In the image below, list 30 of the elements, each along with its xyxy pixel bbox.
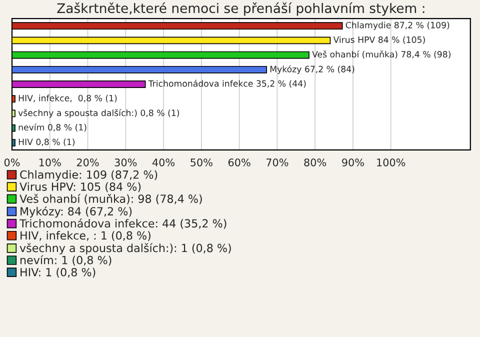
legend-label: Veš ohanbí (muňka): 98 (78,4 %) xyxy=(20,194,202,204)
x-tick-label: 0% xyxy=(4,158,20,166)
x-tick-label: 80% xyxy=(304,158,326,166)
legend-label: Mykózy: 84 (67,2 %) xyxy=(20,206,132,218)
x-tick-label: 100% xyxy=(377,158,406,166)
x-tick-label: 30% xyxy=(114,158,137,166)
x-tick-label: 50% xyxy=(190,158,212,166)
legend-label: Chlamydie: 109 (87,2 %) xyxy=(20,170,158,181)
legend-label: HIV, infekce, : 1 (0,8 %) xyxy=(20,231,150,241)
data-label: nevím 0,8 % (1) xyxy=(18,124,86,132)
x-tick-label: 90% xyxy=(342,158,364,166)
data-label: Trichomonádova infekce 35,2 % (44) xyxy=(148,80,306,88)
data-label: Veš ohanbí (muňka) 78,4 % (98) xyxy=(312,50,450,59)
legend-label: HIV: 1 (0,8 %) xyxy=(20,268,96,278)
x-tick-label: 20% xyxy=(76,158,99,166)
x-tick-label: 60% xyxy=(228,158,250,166)
data-label: všechny a spousta dalších:) 0,8 % (1) xyxy=(18,109,180,118)
x-tick-label: 10% xyxy=(39,158,61,166)
legend-label: Virus HPV: 105 (84 %) xyxy=(20,182,141,192)
data-label: Virus HPV 84 % (105) xyxy=(333,36,425,44)
x-tick-label: 70% xyxy=(266,158,288,166)
data-label: HIV, infekce, 0,8 % (1) xyxy=(18,94,117,102)
data-label: Chlamydie 87,2 % (109) xyxy=(346,22,450,30)
legend-label: Trichomonádova infekce: 44 (35,2 %) xyxy=(19,218,226,229)
chart-title: Zaškrtněte,které nemoci se přenáší pohlavním stykem : xyxy=(57,2,424,16)
data-label: HIV 0,8 % (1) xyxy=(18,138,75,146)
data-label: Mykózy 67,2 % (84) xyxy=(270,65,354,74)
x-tick-label: 40% xyxy=(152,158,175,166)
legend-label: nevím: 1 (0,8 %) xyxy=(20,255,112,266)
legend-label: všechny a spousta dalších:): 1 (0,8 %) xyxy=(20,243,231,254)
